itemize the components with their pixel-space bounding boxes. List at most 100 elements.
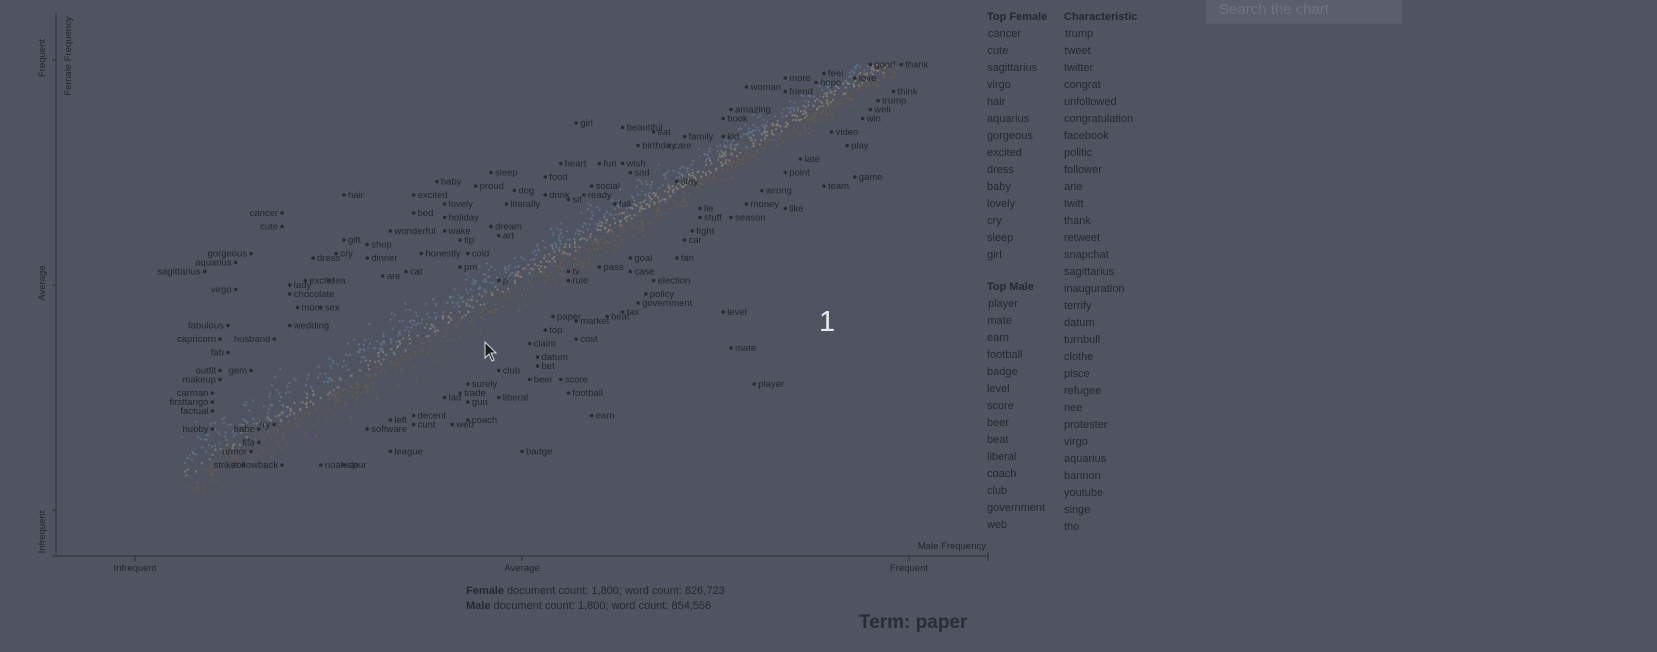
point-label-badge[interactable]: badge [526, 447, 552, 458]
top-male-term[interactable]: beat [987, 434, 1009, 446]
characteristic-term[interactable]: politic [1064, 147, 1093, 159]
characteristic-term[interactable]: turnbull [1064, 334, 1101, 346]
point-carman[interactable] [210, 391, 215, 395]
point-label-liberal[interactable]: liberal [503, 393, 528, 404]
point-label-social[interactable]: social [596, 181, 620, 192]
point-pm[interactable] [458, 265, 462, 269]
point-family[interactable] [682, 134, 687, 139]
point-label-babe[interactable]: babe [234, 424, 255, 435]
point-label-earn[interactable]: earn [596, 411, 615, 422]
point-beautiful[interactable] [620, 125, 625, 130]
point-surely[interactable] [466, 382, 470, 386]
point-makeup[interactable] [218, 377, 222, 382]
top-male-term[interactable]: football [987, 349, 1023, 361]
point-football[interactable] [566, 391, 571, 395]
point-label-makeup[interactable]: makeup [182, 375, 216, 386]
top-female-term[interactable]: aquarius [987, 113, 1030, 125]
point-label-wrong[interactable]: wrong [765, 186, 792, 197]
characteristic-term[interactable]: clothe [1064, 351, 1094, 363]
point-label-family[interactable]: family [689, 132, 714, 143]
point-woman[interactable] [744, 85, 749, 89]
point-earn[interactable] [589, 413, 594, 418]
point-label-paper[interactable]: paper [557, 312, 581, 323]
point-fabulous[interactable] [226, 323, 230, 328]
point-label-decent[interactable]: decent [418, 411, 447, 422]
point-label-mate[interactable]: mate [735, 343, 756, 354]
point-bed[interactable] [411, 211, 416, 215]
point-label-cancer[interactable]: cancer [250, 208, 279, 219]
point-holiday[interactable] [442, 215, 447, 220]
point-art[interactable] [497, 233, 501, 238]
point-kid[interactable] [721, 134, 725, 139]
point-label-cat[interactable]: cat [410, 267, 423, 278]
point-label-goal[interactable]: goal [634, 253, 652, 264]
point-wish[interactable] [620, 161, 625, 166]
point-label-dream[interactable]: dream [495, 222, 522, 233]
top-male-term[interactable]: player [988, 298, 1018, 310]
point-label-honestly[interactable]: honestly [425, 249, 461, 260]
point-label-pm[interactable]: pm [464, 262, 477, 273]
point-label-rule[interactable]: rule [572, 276, 588, 287]
point-label-think[interactable]: think [898, 87, 918, 98]
point-game[interactable] [853, 175, 857, 179]
point-goal[interactable] [628, 256, 633, 260]
point-excited[interactable] [411, 193, 416, 197]
point-label-web[interactable]: web [455, 420, 473, 431]
point-label-bet[interactable]: bet [542, 361, 556, 372]
point-label-cunt[interactable]: cunt [418, 420, 436, 431]
point-bet[interactable] [535, 364, 540, 368]
point-label-season[interactable]: season [735, 213, 766, 224]
point-striker[interactable] [241, 463, 246, 467]
point-label-money[interactable]: money [751, 199, 780, 210]
point-label-gem[interactable]: gem [229, 366, 248, 377]
point-label-policy[interactable]: policy [650, 289, 675, 300]
point-hubby[interactable] [210, 427, 215, 431]
point-web[interactable] [450, 422, 455, 427]
top-male-term[interactable]: mate [987, 315, 1012, 327]
point-good[interactable] [868, 62, 873, 67]
point-label-fun[interactable]: fun [603, 159, 616, 170]
point-label-lovely[interactable]: lovely [449, 199, 474, 210]
point-label-bed[interactable]: bed [418, 208, 434, 219]
point-fry[interactable] [272, 422, 277, 427]
point-heart[interactable] [558, 161, 563, 166]
point-label-ready[interactable]: ready [588, 190, 612, 201]
point-label-fry[interactable]: fry [260, 420, 271, 431]
point-label-sex[interactable]: sex [325, 303, 340, 314]
point-label-play[interactable]: play [851, 141, 869, 152]
point-win[interactable] [860, 116, 865, 121]
characteristic-term[interactable]: nee [1064, 402, 1083, 414]
point-rule[interactable] [566, 278, 571, 283]
point-label-sad[interactable]: sad [634, 168, 649, 179]
point-label-baby[interactable]: baby [441, 177, 462, 188]
point-fun[interactable] [597, 161, 602, 166]
characteristic-term[interactable]: refugee [1064, 385, 1102, 397]
point-factual[interactable] [210, 409, 215, 413]
characteristic-term[interactable]: datum [1064, 317, 1095, 329]
point-label-wake[interactable]: wake [448, 226, 471, 237]
point-label-heart[interactable]: heart [565, 159, 587, 170]
point-label-football[interactable]: football [572, 388, 603, 399]
top-female-term[interactable]: excited [987, 147, 1022, 159]
point-chocolate[interactable] [288, 292, 292, 296]
point-label-stay[interactable]: stay [681, 177, 699, 188]
point-label-book[interactable]: book [727, 114, 748, 125]
point-point[interactable] [783, 170, 787, 175]
point-label-video[interactable]: video [836, 127, 859, 138]
point-proud[interactable] [473, 184, 478, 188]
top-male-term[interactable]: level [987, 383, 1010, 395]
point-social[interactable] [589, 184, 594, 188]
point-amazing[interactable] [729, 107, 733, 112]
point-label-husband[interactable]: husband [234, 334, 270, 345]
point-election[interactable] [651, 278, 656, 283]
point-label-election[interactable]: election [658, 276, 691, 287]
point-cry[interactable] [334, 251, 339, 256]
point-label-fan[interactable]: fan [681, 253, 694, 264]
point-label-fifa[interactable]: fifa [242, 438, 255, 449]
point-label-like[interactable]: like [789, 204, 803, 215]
point-baby[interactable] [435, 179, 439, 184]
point-tip[interactable] [458, 238, 462, 242]
point-book[interactable] [721, 116, 725, 121]
point-label-holiday[interactable]: holiday [449, 213, 479, 224]
point-sit[interactable] [566, 197, 571, 202]
